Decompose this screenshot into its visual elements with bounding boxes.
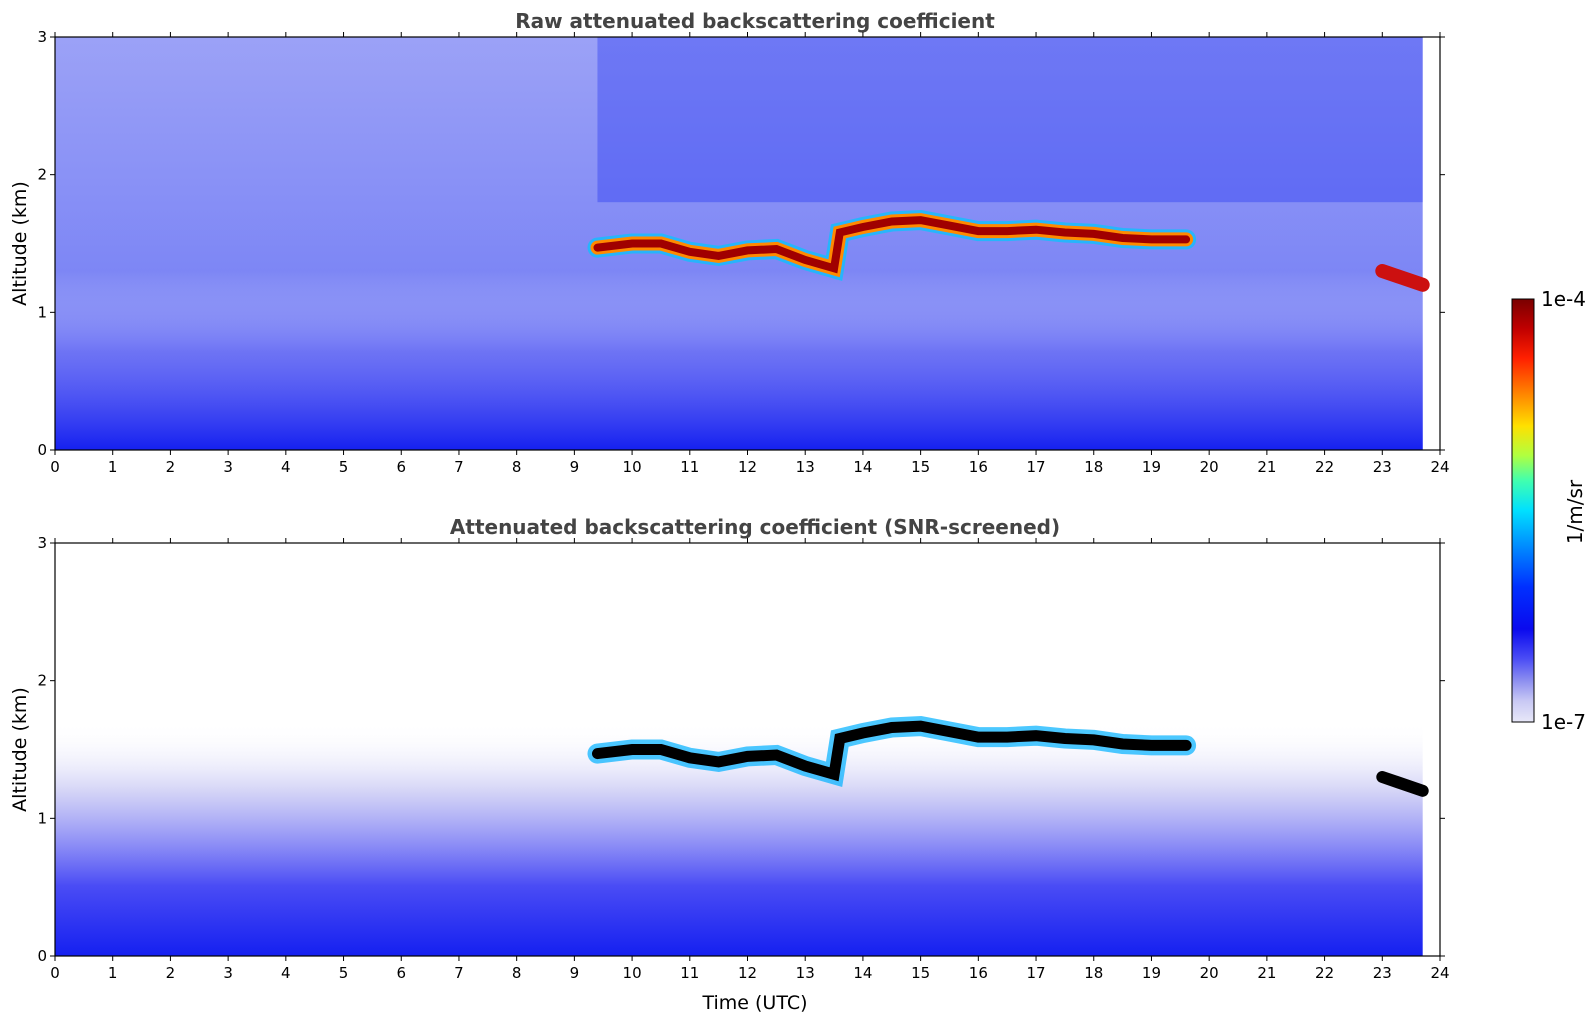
x-tick-label: 14 bbox=[853, 964, 872, 982]
time-axis-label: Time (UTC) bbox=[701, 992, 807, 1014]
x-tick-label: 1 bbox=[108, 964, 118, 982]
x-tick-label: 23 bbox=[1373, 964, 1392, 982]
x-tick-label: 20 bbox=[1200, 964, 1219, 982]
x-tick-label: 3 bbox=[223, 458, 233, 476]
y-tick-label: 1 bbox=[37, 303, 47, 321]
y-tick-label: 3 bbox=[37, 28, 47, 46]
screened-y-axis-label: Altitude (km) bbox=[9, 687, 31, 812]
screened-cloud-layer bbox=[592, 720, 1192, 782]
raw-cloud-layer bbox=[593, 216, 1191, 274]
colorbar-min-label: 1e-7 bbox=[1541, 710, 1586, 734]
x-tick-label: 19 bbox=[1142, 458, 1161, 476]
x-tick-label: 11 bbox=[680, 458, 699, 476]
x-tick-label: 6 bbox=[396, 964, 406, 982]
x-tick-label: 13 bbox=[796, 458, 815, 476]
x-tick-label: 16 bbox=[969, 458, 988, 476]
x-tick-label: 15 bbox=[911, 458, 930, 476]
x-tick-label: 16 bbox=[969, 964, 988, 982]
raw-panel-title: Raw attenuated backscattering coefficien… bbox=[515, 9, 995, 33]
x-tick-label: 22 bbox=[1315, 458, 1334, 476]
screened-backscatter-panel: Attenuated backscattering coefficient (S… bbox=[9, 515, 1450, 1014]
raw-boundary-layer bbox=[55, 271, 1423, 450]
x-tick-label: 20 bbox=[1200, 458, 1219, 476]
screened-heatmap-image bbox=[55, 543, 1440, 956]
colorbar-max-label: 1e-4 bbox=[1541, 287, 1586, 311]
raw-x-axis: 0 1 2 3 4 5 6 7 8 9 10 11 12 13 14 15 16 17 18 19 20 21 22 23 24 bbox=[50, 32, 1450, 476]
x-tick-label: 1 bbox=[108, 458, 118, 476]
x-tick-label: 17 bbox=[1026, 964, 1045, 982]
x-tick-label: 18 bbox=[1084, 964, 1103, 982]
raw-backscatter-panel: Raw attenuated backscattering coefficien… bbox=[9, 9, 1450, 476]
raw-upper-noise-field bbox=[597, 37, 1423, 203]
x-tick-label: 6 bbox=[396, 458, 406, 476]
screened-x-axis: 0 1 2 3 4 5 6 7 8 9 10 11 12 13 14 15 16 17 18 19 20 21 22 23 24 bbox=[50, 538, 1450, 982]
y-tick-label: 0 bbox=[37, 441, 47, 459]
x-tick-label: 13 bbox=[796, 964, 815, 982]
x-tick-label: 7 bbox=[454, 964, 464, 982]
x-tick-label: 7 bbox=[454, 458, 464, 476]
x-tick-label: 10 bbox=[623, 964, 642, 982]
x-tick-label: 14 bbox=[853, 458, 872, 476]
raw-y-axis-label: Altitude (km) bbox=[9, 181, 31, 306]
x-tick-label: 8 bbox=[512, 964, 522, 982]
x-tick-label: 4 bbox=[281, 964, 291, 982]
x-tick-label: 17 bbox=[1026, 458, 1045, 476]
x-tick-label: 3 bbox=[223, 964, 233, 982]
screened-y-axis: 0 1 2 3 bbox=[37, 534, 1445, 965]
x-tick-label: 22 bbox=[1315, 964, 1334, 982]
x-tick-label: 19 bbox=[1142, 964, 1161, 982]
x-tick-label: 18 bbox=[1084, 458, 1103, 476]
y-tick-label: 0 bbox=[37, 947, 47, 965]
x-tick-label: 24 bbox=[1430, 964, 1449, 982]
x-tick-label: 12 bbox=[738, 458, 757, 476]
x-tick-label: 15 bbox=[911, 964, 930, 982]
x-tick-label: 2 bbox=[166, 458, 176, 476]
colorbar-gradient bbox=[1511, 298, 1535, 723]
x-tick-label: 11 bbox=[680, 964, 699, 982]
x-tick-label: 4 bbox=[281, 458, 291, 476]
raw-y-axis: 0 1 2 3 bbox=[37, 28, 1445, 459]
x-tick-label: 0 bbox=[50, 964, 60, 982]
screened-late-cloud bbox=[1376, 771, 1429, 797]
x-tick-label: 24 bbox=[1430, 458, 1449, 476]
screened-panel-title: Attenuated backscattering coefficient (S… bbox=[450, 515, 1060, 539]
colorbar-unit-label: 1/m/sr bbox=[1563, 479, 1587, 544]
colorbar: 1e-4 1e-7 1/m/sr bbox=[1511, 287, 1587, 734]
x-tick-label: 21 bbox=[1257, 964, 1276, 982]
x-tick-label: 10 bbox=[623, 458, 642, 476]
x-tick-label: 9 bbox=[570, 458, 580, 476]
x-tick-label: 21 bbox=[1257, 458, 1276, 476]
x-tick-label: 5 bbox=[339, 964, 349, 982]
y-tick-label: 1 bbox=[37, 809, 47, 827]
x-tick-label: 12 bbox=[738, 964, 757, 982]
y-tick-label: 2 bbox=[37, 166, 47, 184]
x-tick-label: 23 bbox=[1373, 458, 1392, 476]
x-tick-label: 5 bbox=[339, 458, 349, 476]
x-tick-label: 8 bbox=[512, 458, 522, 476]
x-tick-label: 0 bbox=[50, 458, 60, 476]
x-tick-label: 9 bbox=[570, 964, 580, 982]
raw-heatmap-image bbox=[55, 37, 1440, 450]
raw-late-cloud bbox=[1375, 264, 1430, 292]
y-tick-label: 2 bbox=[37, 672, 47, 690]
x-tick-label: 2 bbox=[166, 964, 176, 982]
y-tick-label: 3 bbox=[37, 534, 47, 552]
